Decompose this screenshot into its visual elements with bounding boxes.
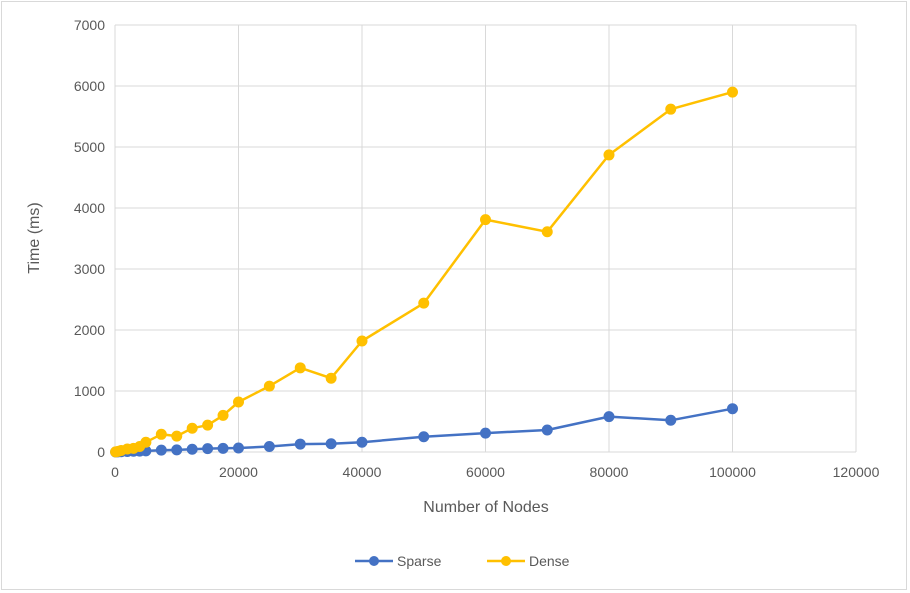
y-tick-labels: 0 1000 2000 3000 4000 5000 6000 7000 — [74, 17, 105, 460]
x-tick-label: 20000 — [219, 464, 258, 480]
y-tick-label: 5000 — [74, 139, 105, 155]
data-point-sparse — [603, 411, 615, 423]
x-axis-title: Number of Nodes — [423, 499, 548, 516]
data-point-sparse — [356, 436, 368, 448]
data-point-sparse — [155, 444, 167, 456]
legend-item-sparse: Sparse — [355, 553, 442, 569]
gridlines — [114, 24, 857, 453]
y-tick-label: 7000 — [74, 17, 105, 33]
data-point-dense — [480, 214, 491, 226]
y-tick-label: 3000 — [74, 261, 105, 277]
data-point-dense — [294, 362, 306, 374]
series-line-dense — [115, 90, 733, 454]
data-point-dense — [155, 428, 167, 440]
data-point-dense — [217, 409, 229, 421]
x-tick-labels: 0 20000 40000 60000 80000 100000 120000 — [111, 464, 879, 480]
data-point-dense — [356, 335, 368, 347]
series-dense — [110, 86, 738, 458]
data-point-sparse — [294, 438, 306, 450]
data-point-sparse — [186, 443, 198, 455]
data-point-dense — [727, 86, 738, 98]
data-point-sparse — [202, 443, 214, 455]
series-layer — [110, 86, 738, 458]
y-tick-label: 6000 — [74, 78, 105, 94]
data-point-sparse — [325, 438, 337, 450]
y-axis-title: Time (ms) — [26, 202, 43, 273]
data-point-dense — [541, 226, 553, 238]
data-point-sparse — [171, 444, 183, 456]
legend-label-sparse: Sparse — [397, 553, 442, 569]
x-tick-label: 60000 — [466, 464, 505, 480]
data-point-dense — [233, 396, 244, 408]
legend-item-dense: Dense — [487, 553, 570, 569]
data-point-sparse — [541, 424, 553, 436]
y-tick-label: 0 — [97, 444, 105, 460]
data-point-dense — [140, 436, 152, 448]
data-point-dense — [186, 422, 198, 434]
data-point-dense — [202, 419, 214, 431]
x-tick-label: 100000 — [709, 464, 756, 480]
data-point-dense — [418, 297, 430, 309]
y-tick-label: 2000 — [74, 322, 105, 338]
data-point-sparse — [418, 431, 430, 443]
data-point-sparse — [665, 414, 677, 426]
data-point-sparse — [217, 442, 229, 454]
legend-marker-dense — [501, 556, 511, 566]
data-point-sparse — [727, 403, 738, 415]
x-tick-label: 120000 — [833, 464, 880, 480]
data-point-sparse — [233, 442, 244, 454]
x-tick-label: 0 — [111, 464, 119, 480]
legend-label-dense: Dense — [529, 553, 570, 569]
x-tick-label: 80000 — [590, 464, 629, 480]
data-point-sparse — [263, 441, 275, 453]
data-point-dense — [603, 149, 615, 161]
series-sparse — [110, 403, 738, 458]
x-tick-label: 40000 — [343, 464, 382, 480]
data-point-dense — [665, 103, 677, 115]
y-tick-label: 1000 — [74, 383, 105, 399]
legend: Sparse Dense — [355, 553, 570, 569]
data-point-dense — [263, 380, 275, 392]
data-point-sparse — [480, 427, 491, 439]
y-tick-label: 4000 — [74, 200, 105, 216]
data-point-dense — [171, 430, 183, 442]
legend-marker-sparse — [369, 556, 379, 566]
data-point-dense — [325, 372, 337, 384]
